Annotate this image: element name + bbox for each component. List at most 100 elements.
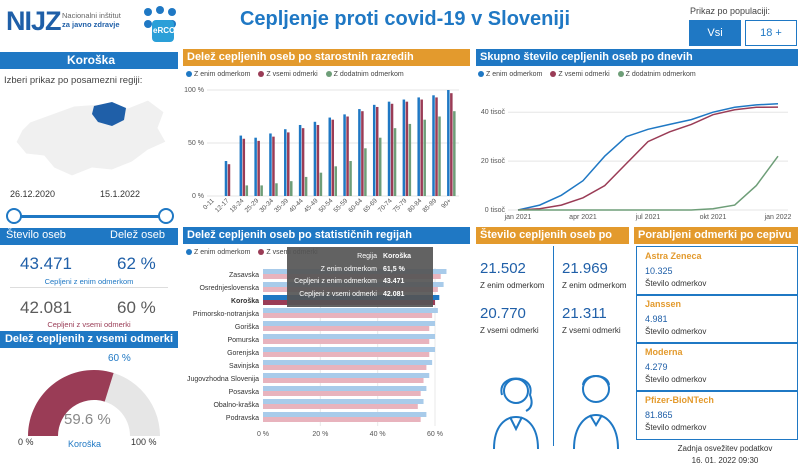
slovenia-map[interactable]: [8, 92, 168, 185]
female-all-doses-label: Z vsemi odmerki: [480, 326, 539, 335]
vaccine-value: 4.981: [645, 314, 668, 324]
koroska-region-highlight: [92, 102, 126, 126]
legend-dot-maroon: [258, 249, 265, 256]
x-tick-label: okt 2021: [700, 214, 727, 221]
last-update-timestamp: 16. 01. 2022 09:30: [691, 456, 759, 465]
x-tick-label: 60-64: [347, 197, 364, 214]
share-label: Delež oseb: [110, 229, 166, 241]
population-all-button[interactable]: Vsi: [689, 20, 741, 46]
age-bar-booster: [364, 148, 367, 196]
vaccine-card-moderna: Moderna 4.279 Število odmerkov: [636, 342, 798, 392]
tooltip-value: Koroška: [383, 253, 412, 260]
age-bar-chart: 100 %50 %0 %0-1112-1718-2425-2930-3435-3…: [184, 87, 459, 214]
age-bar-booster: [349, 161, 352, 196]
logo-sub-line1: Nacionalni inštitut: [62, 11, 121, 20]
age-bar-booster: [290, 181, 293, 196]
age-bar-all: [331, 119, 334, 196]
erco-text: eRCO: [153, 26, 176, 35]
x-tick-label: 45-49: [303, 197, 320, 214]
date-to: 15.1.2022: [100, 189, 141, 199]
age-bar-one: [432, 95, 435, 196]
region-bar-all: [263, 352, 430, 357]
vaccine-name: Astra Zeneca: [645, 251, 702, 261]
region-bar-one: [263, 386, 427, 391]
region-bar-one: [263, 321, 435, 326]
date-range-start-handle[interactable]: [6, 208, 22, 224]
age-bar-booster: [275, 183, 278, 196]
age-bar-all: [316, 124, 320, 196]
time-chart-legend: Z enim odmerkom Z vsemi odmerki Z dodatn…: [478, 71, 696, 78]
last-update: Zadnja osvežitev podatkov 16. 01. 2022 0…: [650, 443, 800, 467]
age-bar-all: [435, 97, 438, 196]
date-range-end-handle[interactable]: [158, 208, 174, 224]
y-tick-label: 50 %: [188, 140, 204, 147]
male-one-dose-count: 21.969: [562, 260, 608, 277]
date-range-track[interactable]: [14, 215, 166, 218]
count-share-header: [0, 228, 178, 245]
population-18-button[interactable]: 18 +: [745, 20, 797, 46]
legend-all: Z vsemi odmerki: [266, 71, 318, 78]
age-bar-one: [358, 109, 361, 196]
region-bar-all: [263, 378, 424, 383]
x-tick-label: 30-34: [258, 197, 275, 214]
time-series-all: [517, 106, 779, 211]
male-all-doses-count: 21.311: [562, 305, 607, 322]
legend-dot-blue: [478, 71, 484, 78]
slovenia-outline: [15, 99, 167, 177]
y-tick-label: 0 tisoč: [485, 207, 506, 214]
legend-dot-blue: [186, 249, 192, 256]
age-bar-one: [254, 137, 257, 196]
date-from: 26.12.2020: [10, 189, 56, 199]
vaccine-label: Število odmerkov: [645, 423, 707, 432]
tooltip-key: Z enim odmerkom: [320, 265, 377, 273]
time-series-one: [517, 102, 779, 211]
age-bar-booster: [378, 137, 382, 196]
age-bar-one: [328, 117, 331, 196]
gauge-title: Delež cepljenih z vsemi odmerki: [0, 331, 178, 348]
legend-dot-maroon: [258, 71, 265, 78]
legend-one: Z enim odmerkom: [194, 249, 251, 256]
legend-dot-green: [325, 71, 332, 78]
age-bar-all: [272, 136, 275, 196]
region-bar-all: [263, 417, 421, 422]
page-title: Cepljenje proti covid-19 v Sloveniji: [239, 8, 571, 30]
age-bar-all: [301, 128, 305, 196]
age-bar-one: [298, 124, 302, 196]
region-bar-all: [263, 313, 433, 318]
x-tick-label: 18-24: [229, 197, 246, 214]
x-tick-label: 75-79: [392, 197, 409, 214]
gauge-chart: [14, 356, 174, 441]
vaccine-name: Janssen: [645, 299, 682, 309]
age-bar-all: [420, 99, 423, 196]
gender-divider: [553, 246, 554, 446]
age-bar-one: [372, 104, 376, 196]
legend-booster: Z dodatnim odmerkom: [333, 71, 404, 78]
region-tooltip: Regija Koroška Z enim odmerkom 61,5 % Cepl…: [287, 247, 433, 307]
logo-sub-line2: za javno zdravje: [62, 20, 120, 29]
tooltip-key: Cepljeni z vsemi odmerki: [299, 290, 377, 298]
region-label: Primorsko-notranjska: [193, 311, 259, 318]
x-tick-label: 20 %: [312, 431, 328, 438]
age-bar-one: [313, 121, 317, 196]
region-bar-one: [263, 308, 438, 313]
x-tick-label: 50-54: [318, 197, 335, 214]
age-bar-one: [269, 133, 272, 196]
age-bar-one: [239, 135, 243, 196]
tooltip-value: 61,5 %: [383, 265, 405, 273]
region-bar-one: [263, 360, 433, 365]
erco-logo: eRCO: [140, 4, 180, 46]
female-all-doses-count: 20.770: [480, 305, 526, 322]
vaccine-card-janssen: Janssen 4.981 Število odmerkov: [636, 294, 798, 344]
region-bar-one: [263, 399, 424, 404]
gender-title: Število cepljenih oseb po spolu: [476, 227, 629, 258]
count-one-dose: 43.471: [20, 254, 72, 273]
nijz-logo-subtitle: Nacionalni inštitut za javno zdravje: [62, 11, 121, 29]
region-label: Zasavska: [229, 272, 259, 279]
age-bar-booster: [334, 166, 337, 196]
age-bar-one: [447, 90, 450, 196]
male-all-doses-label: Z vsemi odmerki: [562, 326, 621, 335]
female-one-dose-count: 21.502: [480, 260, 526, 277]
x-tick-label: 55-59: [333, 197, 350, 214]
divider: [10, 287, 168, 288]
